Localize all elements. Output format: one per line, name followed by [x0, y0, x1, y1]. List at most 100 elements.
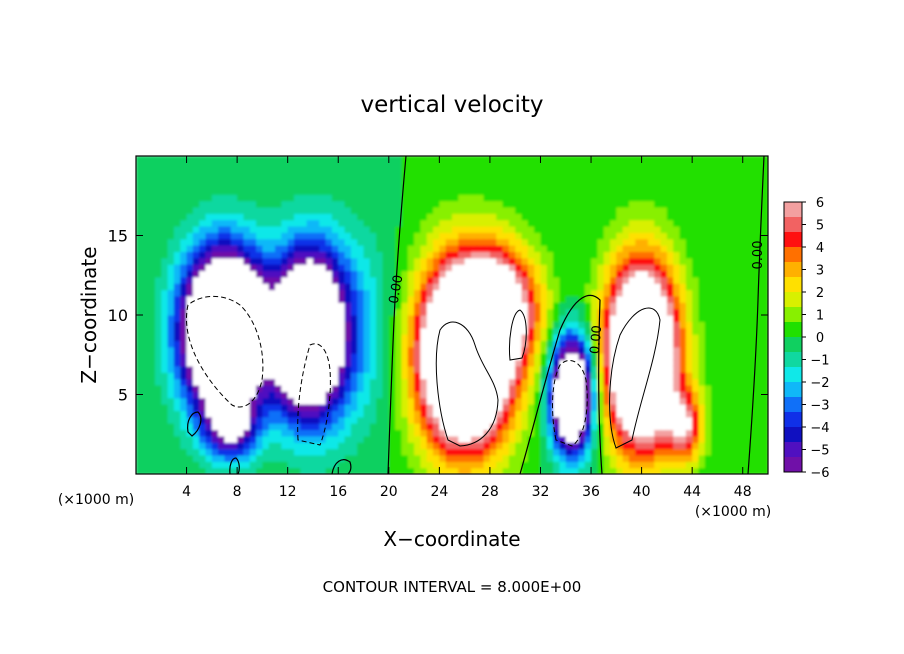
heat-cell	[502, 251, 510, 259]
heat-cell	[294, 225, 301, 233]
heat-cell	[673, 423, 681, 431]
heat-cell	[294, 276, 301, 284]
heat-cell	[142, 219, 150, 227]
heat-cell	[136, 334, 143, 342]
heat-cell	[218, 378, 226, 386]
heat-cell	[426, 429, 434, 437]
heat-cell	[502, 315, 510, 322]
heat-cell	[704, 327, 712, 335]
heat-cell	[654, 213, 662, 221]
heat-cell	[565, 257, 573, 265]
heat-cell	[584, 353, 592, 361]
heat-cell	[331, 429, 339, 437]
heat-cell	[161, 391, 169, 399]
heat-cell	[230, 391, 238, 399]
heat-cell	[470, 308, 478, 316]
heat-cell	[357, 276, 365, 284]
heat-cell	[319, 404, 327, 411]
heat-cell	[344, 378, 352, 386]
heat-cell	[755, 359, 763, 367]
heat-cell	[736, 353, 744, 361]
heat-cell	[559, 276, 567, 284]
heat-cell	[319, 340, 327, 348]
heat-cell	[199, 404, 207, 411]
heat-cell	[489, 423, 497, 431]
heat-cell	[414, 429, 421, 437]
heat-cell	[584, 251, 592, 259]
heat-cell	[237, 200, 245, 208]
heat-cell	[161, 181, 169, 189]
heat-cell	[401, 327, 409, 335]
heat-cell	[325, 238, 333, 246]
heat-cell	[477, 397, 485, 405]
heat-cell	[502, 404, 510, 411]
heat-cell	[730, 238, 737, 246]
heat-cell	[211, 448, 219, 456]
heat-cell	[527, 162, 535, 170]
heat-cell	[262, 334, 270, 342]
heat-cell	[275, 404, 282, 411]
heat-cell	[546, 213, 554, 221]
heat-cell	[565, 270, 573, 278]
heat-cell	[591, 334, 598, 342]
heat-cell	[591, 467, 598, 474]
heat-cell	[470, 315, 478, 322]
heat-cell	[148, 378, 156, 386]
heat-cell	[692, 372, 700, 380]
heat-cell	[458, 397, 466, 405]
heat-cell	[685, 276, 693, 284]
heat-cell	[401, 423, 409, 431]
heat-cell	[300, 315, 308, 322]
heat-cell	[515, 295, 523, 303]
heat-cell	[173, 181, 181, 189]
heat-cell	[275, 461, 282, 469]
heat-cell	[508, 156, 516, 163]
heat-cell	[148, 181, 156, 189]
heat-cell	[306, 327, 314, 335]
heat-cell	[420, 404, 428, 411]
heat-cell	[237, 181, 245, 189]
heat-cell	[736, 257, 744, 265]
heat-cell	[230, 334, 238, 342]
heat-cell	[546, 283, 554, 291]
heat-cell	[395, 321, 403, 329]
heat-cell	[445, 327, 453, 335]
heat-cell	[363, 156, 371, 163]
heat-cell	[521, 245, 529, 252]
heat-cell	[192, 410, 200, 418]
heat-cell	[673, 391, 681, 399]
heat-cell	[534, 156, 542, 163]
heat-cell	[262, 461, 270, 469]
heat-cell	[685, 372, 693, 380]
heat-cell	[369, 334, 377, 342]
heat-cell	[256, 327, 263, 335]
heat-cell	[515, 315, 523, 322]
heat-cell	[136, 365, 143, 373]
heat-cell	[622, 264, 630, 272]
heat-cell	[464, 416, 472, 424]
heat-cell	[382, 378, 390, 386]
heat-cell	[414, 391, 421, 399]
heat-cell	[666, 308, 674, 316]
heat-cell	[508, 353, 516, 361]
heat-cell	[249, 200, 257, 208]
heat-cell	[331, 365, 339, 373]
heat-cell	[382, 245, 390, 252]
heat-cell	[660, 295, 668, 303]
heat-cell	[628, 168, 636, 176]
heat-cell	[584, 416, 592, 424]
heat-cell	[761, 264, 768, 272]
heat-cell	[755, 219, 763, 227]
heat-cell	[230, 378, 238, 386]
heat-cell	[749, 162, 756, 170]
heat-cell	[496, 391, 504, 399]
heat-cell	[502, 334, 510, 342]
heat-cell	[376, 225, 384, 233]
heat-cell	[294, 378, 301, 386]
heat-cell	[142, 378, 150, 386]
heat-cell	[508, 219, 516, 227]
heat-cell	[350, 372, 358, 380]
heat-cell	[262, 156, 270, 163]
heat-cell	[306, 175, 314, 183]
heat-cell	[553, 315, 561, 322]
